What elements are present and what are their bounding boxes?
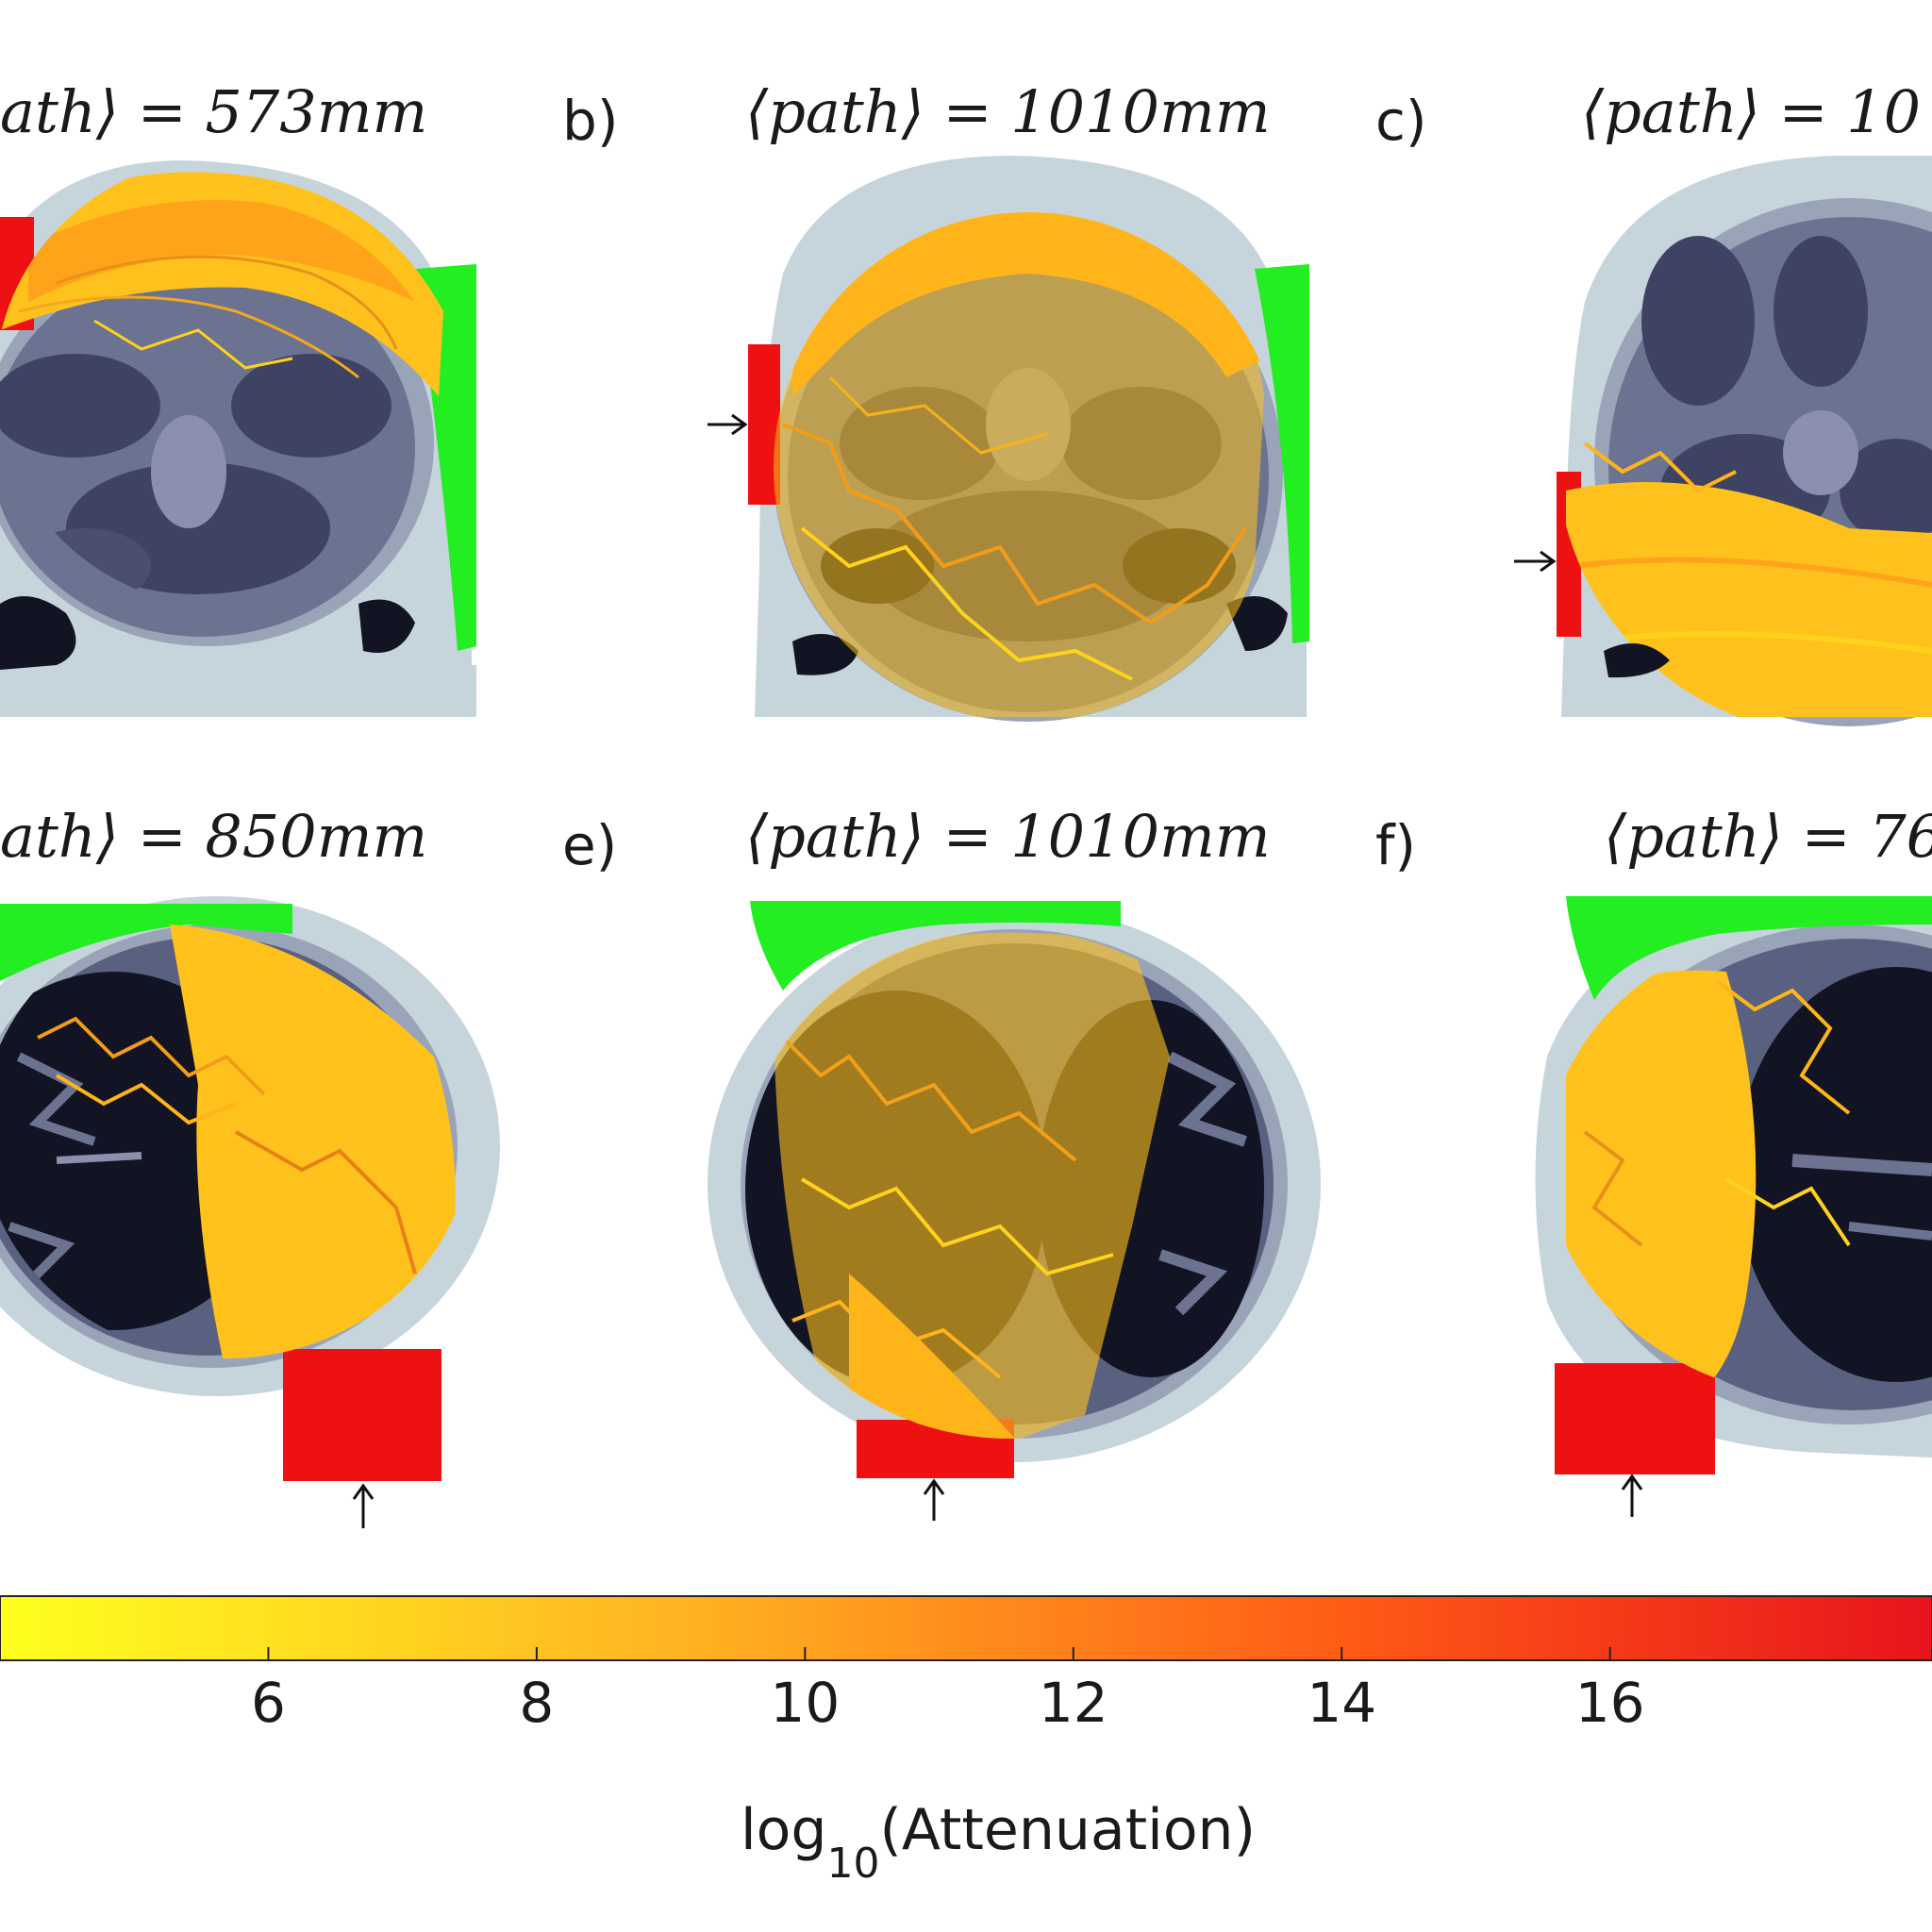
- panel-b-coronal-slice: [708, 156, 1309, 722]
- panel-c-coronal-slice: [1514, 156, 1932, 726]
- source-arrow: [923, 1478, 945, 1521]
- detector-patch: [0, 904, 292, 981]
- panel-title: ath⟩ = 573mm: [0, 77, 427, 146]
- panel-label: f): [1375, 813, 1416, 877]
- panel-f-axial-slice: [1535, 896, 1932, 1517]
- colorbar-tick-label: 6: [251, 1671, 286, 1735]
- source-arrow: [1514, 550, 1557, 573]
- panel-title: ⟨path⟩ = 1010mm: [745, 77, 1271, 146]
- colorbar-gradient: [0, 1595, 1932, 1661]
- colorbar-tick-label: 12: [1039, 1671, 1108, 1735]
- detector-patch: [1255, 264, 1309, 643]
- panel-label: b): [562, 89, 618, 153]
- panel-e-axial-slice: [708, 901, 1321, 1521]
- colorbar-tick-label: 14: [1307, 1671, 1376, 1735]
- dark-cavity: [1604, 643, 1670, 678]
- panel-title: ⟨path⟩ = 76: [1604, 802, 1932, 871]
- panel-label: c): [1375, 89, 1427, 153]
- source-arrow: [1621, 1474, 1643, 1517]
- source-patch: [283, 1349, 441, 1481]
- dark-cavity: [358, 599, 415, 653]
- dark-cavity: [792, 634, 858, 675]
- panel-title: ⟨path⟩ = 1010mm: [745, 802, 1271, 871]
- photon-tracks: [774, 212, 1264, 717]
- source-arrow: [352, 1483, 375, 1528]
- colorbar-tick-label: 8: [519, 1671, 554, 1735]
- detector-patch: [750, 901, 1121, 991]
- photon-tracks: [0, 172, 443, 396]
- panel-d-axial-slice: [0, 896, 500, 1528]
- colorbar-tick-label: 16: [1575, 1671, 1645, 1735]
- dark-cavity: [0, 596, 76, 670]
- detector-patch: [1566, 896, 1932, 1000]
- panel-a-coronal-slice: [0, 160, 476, 717]
- brain-folds: [1736, 967, 1932, 1382]
- colorbar-tick-label: 10: [770, 1671, 840, 1735]
- colorbar-ticks: 6 8 10 12 14 16: [251, 1647, 1645, 1735]
- dark-cavity: [1226, 596, 1288, 651]
- colorbar: 6 8 10 12 14 16 log10(Attenuation): [0, 1595, 1932, 1888]
- panel-title: ath⟩ = 850mm: [0, 802, 427, 871]
- colorbar-title: log10(Attenuation): [741, 1797, 1256, 1888]
- photon-tracks: [1566, 970, 1851, 1401]
- source-arrow: [708, 413, 748, 436]
- panel-title: ⟨path⟩ = 10: [1581, 77, 1921, 146]
- photon-tracks: [774, 932, 1170, 1439]
- panel-label: e): [562, 813, 617, 877]
- neck-base: [0, 665, 476, 717]
- source-patch: [1555, 1363, 1715, 1474]
